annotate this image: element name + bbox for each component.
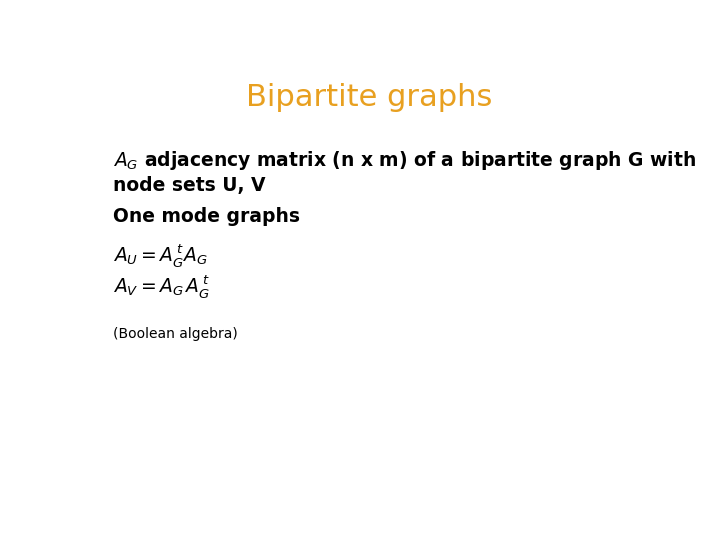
Text: node sets U, V: node sets U, V	[113, 177, 266, 195]
Text: One mode graphs: One mode graphs	[113, 207, 300, 226]
Text: $A_G$ adjacency matrix (n x m) of a bipartite graph G with: $A_G$ adjacency matrix (n x m) of a bipa…	[113, 150, 696, 172]
Text: $A_V = A_G\, A_G^{\,t}$: $A_V = A_G\, A_G^{\,t}$	[113, 273, 210, 300]
Text: Bipartite graphs: Bipartite graphs	[246, 83, 492, 112]
Text: (Boolean algebra): (Boolean algebra)	[113, 327, 238, 341]
Text: $A_U = A_G^{\,t} A_G$: $A_U = A_G^{\,t} A_G$	[113, 242, 208, 269]
